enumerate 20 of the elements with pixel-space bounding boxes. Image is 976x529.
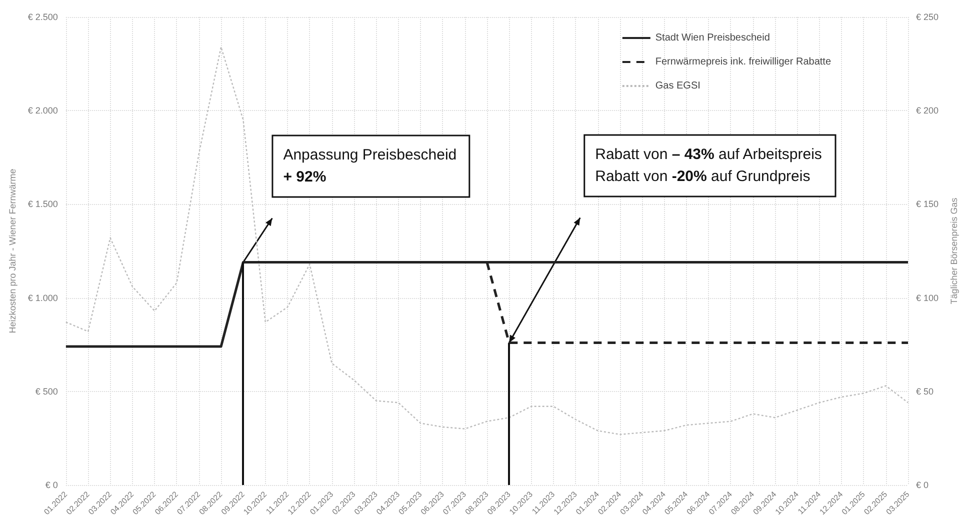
y2-tick-label: € 50 (916, 386, 934, 396)
legend-label: Stadt Wien Preisbescheid (655, 32, 770, 44)
y2-tick-label: € 100 (916, 292, 939, 303)
y-tick-label: € 1.500 (28, 199, 58, 210)
y-tick-label: € 2.500 (28, 12, 58, 22)
y-tick-label: € 500 (35, 386, 58, 396)
y-tick-label: € 2.000 (28, 106, 58, 116)
text: Rabatt von – 43% auf Arbeitspreis Rabatt von -20% auf Grundpreis (595, 146, 822, 186)
legend-label: Fernwärmepreis ink. freiwilliger Rabatte (655, 56, 832, 68)
y2-axis-title: Täglicher Börsenpreis Gas (948, 197, 959, 304)
y2-tick-label: € 150 (916, 199, 939, 210)
annotation: Anpassung Preisbescheid + 92% (283, 146, 457, 186)
y2-tick-label: € 200 (916, 106, 939, 116)
y2-tick-label: € 250 (916, 12, 939, 22)
legend-label: Gas EGSI (655, 80, 700, 92)
y2-tick-label: € 0 (916, 480, 929, 490)
y-axis-title: Heizkosten pro Jahr - Wiener Fernwärme (8, 168, 18, 334)
y-tick-label: € 1.000 (28, 292, 58, 303)
y-tick-label: € 0 (45, 480, 58, 490)
line-series (65, 46, 909, 436)
